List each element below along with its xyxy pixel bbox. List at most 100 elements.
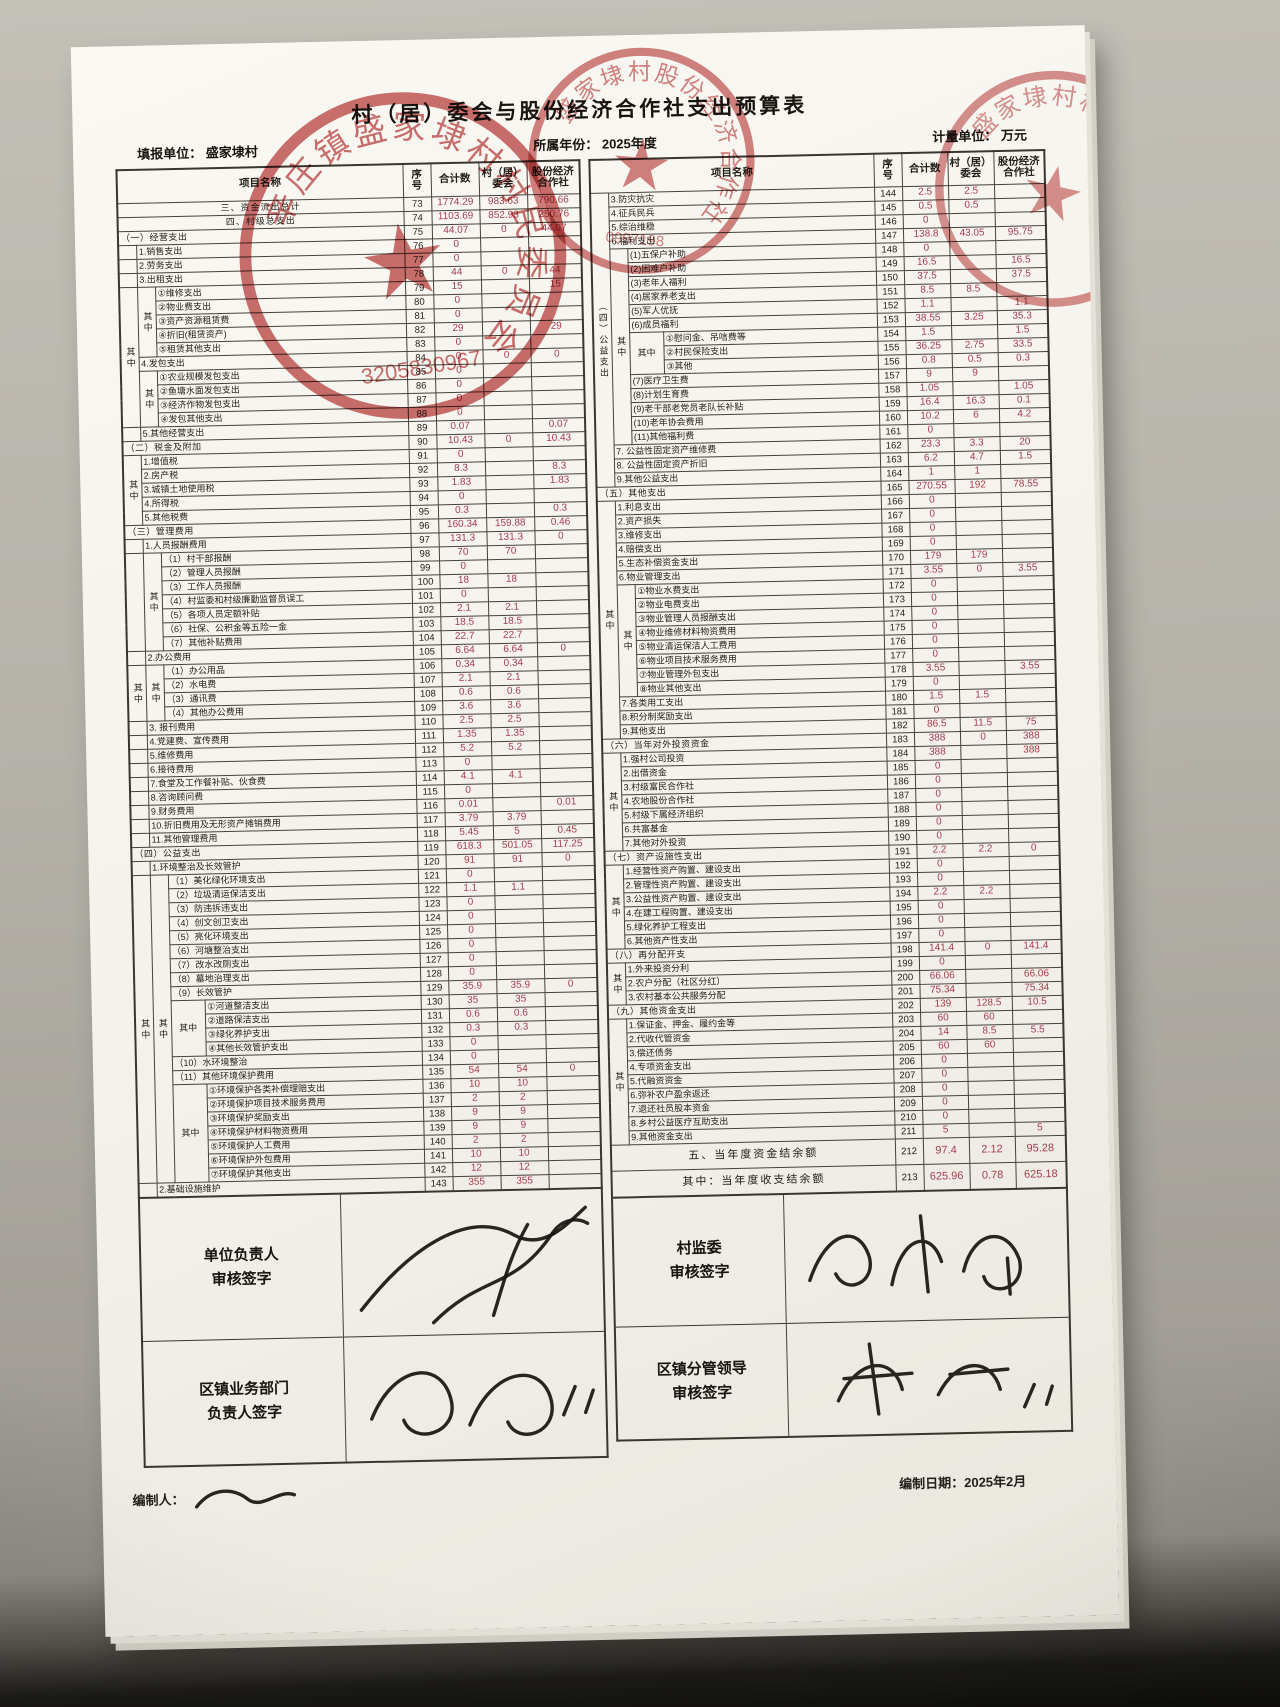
value-cell: 0.07 xyxy=(531,417,586,433)
value-cell: 60 xyxy=(966,1038,1013,1054)
seq-cell: 210 xyxy=(894,1110,923,1126)
value-cell xyxy=(994,197,1046,213)
seq-cell: 74 xyxy=(403,210,432,226)
item-label-cell: 其中 xyxy=(170,1000,206,1057)
seq-cell: 178 xyxy=(884,662,913,678)
value-cell xyxy=(1006,771,1059,787)
value-cell xyxy=(1012,1009,1064,1025)
value-cell: 1.1 xyxy=(996,295,1048,311)
document-paper: 村（居）委会与股份经济合作社支出预算表 填报单位： 盛家埭村 所属年份： 202… xyxy=(70,25,1120,1637)
signature-preparer xyxy=(194,1489,297,1509)
value-cell xyxy=(1013,1093,1066,1109)
value-cell xyxy=(497,1048,547,1064)
value-cell: 0 xyxy=(914,759,961,775)
value-cell: 0 xyxy=(921,1081,968,1097)
value-cell: 0 xyxy=(433,307,482,323)
value-cell xyxy=(962,828,1009,844)
value-cell: 1.35 xyxy=(490,726,540,742)
seq-cell: 90 xyxy=(408,434,437,450)
seq-cell: 191 xyxy=(888,844,917,860)
value-cell: 2.1 xyxy=(439,601,489,617)
value-cell: 9 xyxy=(499,1118,548,1134)
value-cell: 618.3 xyxy=(445,839,494,855)
seq-cell: 103 xyxy=(412,616,441,632)
preparer-label: 编制人： xyxy=(132,1491,185,1508)
seq-cell: 130 xyxy=(420,994,449,1010)
value-cell: 12 xyxy=(500,1160,549,1176)
value-cell: 0 xyxy=(482,348,531,364)
value-cell: 11.5 xyxy=(959,716,1006,732)
value-cell xyxy=(953,422,1000,438)
seq-cell: 141 xyxy=(423,1148,453,1164)
item-label-cell xyxy=(129,777,149,792)
value-cell: 128.5 xyxy=(965,996,1013,1012)
value-cell xyxy=(954,492,1002,508)
value-cell xyxy=(958,660,1005,676)
value-cell: 0 xyxy=(956,562,1003,578)
value-cell: 1.83 xyxy=(533,473,587,489)
value-cell: 0.78 xyxy=(969,1162,1016,1190)
value-cell: 8.3 xyxy=(532,459,587,475)
seq-cell: 94 xyxy=(409,490,438,506)
item-label-cell: 其中 xyxy=(127,665,147,722)
seq-cell: 152 xyxy=(876,298,905,314)
value-cell xyxy=(1003,603,1055,619)
seq-cell: 173 xyxy=(882,592,912,608)
value-cell: 78.55 xyxy=(1000,477,1052,493)
report-year: 所属年份： 2025年度 xyxy=(533,132,657,154)
value-cell xyxy=(1004,673,1056,689)
value-cell: 0 xyxy=(434,363,484,379)
seq-cell: 110 xyxy=(414,714,443,730)
item-label-cell: 其中 xyxy=(145,664,165,722)
value-cell: 5 xyxy=(492,824,542,840)
value-cell xyxy=(1005,701,1057,717)
seq-cell: 128 xyxy=(419,966,449,982)
seq-cell: 188 xyxy=(887,802,916,818)
value-cell xyxy=(1007,785,1059,801)
seq-cell: 197 xyxy=(890,928,919,944)
value-cell xyxy=(955,506,1002,522)
value-cell xyxy=(963,898,1010,914)
value-cell: 22.7 xyxy=(440,629,489,645)
value-cell: 5.2 xyxy=(443,741,492,757)
value-cell xyxy=(961,786,1008,802)
value-cell: 0 xyxy=(449,1049,499,1065)
value-cell: 29 xyxy=(529,319,584,335)
seq-cell: 164 xyxy=(880,466,909,482)
value-cell xyxy=(539,781,594,797)
value-cell: 16.4 xyxy=(906,395,953,411)
value-cell: 60 xyxy=(966,1010,1013,1026)
seq-cell: 208 xyxy=(893,1082,922,1098)
value-cell xyxy=(495,950,544,966)
signature-row: 区镇分管领导 审核签字 xyxy=(615,1316,1072,1440)
value-cell: 0.3 xyxy=(497,1020,546,1036)
seq-cell: 79 xyxy=(404,280,434,296)
value-cell xyxy=(482,334,531,350)
value-cell: 16.5 xyxy=(903,255,950,271)
value-cell xyxy=(481,306,530,322)
value-cell: 0 xyxy=(439,559,488,575)
seq-cell: 107 xyxy=(413,672,442,688)
seq-cell: 87 xyxy=(407,392,436,408)
value-cell: 0 xyxy=(443,783,493,799)
value-cell xyxy=(949,254,996,270)
value-cell: 0.3 xyxy=(533,501,588,517)
seq-cell: 169 xyxy=(881,536,910,552)
value-cell: 10.43 xyxy=(436,433,485,449)
value-cell: 3.55 xyxy=(1002,561,1054,577)
value-cell: 54 xyxy=(450,1063,499,1079)
value-cell xyxy=(538,697,592,713)
value-cell: 2.75 xyxy=(951,338,998,354)
seq-cell: 181 xyxy=(885,704,914,720)
seq-cell: 112 xyxy=(415,742,444,758)
value-cell xyxy=(545,1033,599,1049)
value-cell: 35.9 xyxy=(448,979,497,995)
value-cell: 1.5 xyxy=(913,689,960,705)
value-cell: 86.5 xyxy=(913,717,960,733)
value-cell xyxy=(542,893,596,909)
seq-cell: 123 xyxy=(418,896,447,912)
value-cell: 1 xyxy=(908,465,955,481)
value-cell xyxy=(531,403,585,419)
seq-cell: 198 xyxy=(890,942,919,958)
value-cell xyxy=(495,936,544,952)
